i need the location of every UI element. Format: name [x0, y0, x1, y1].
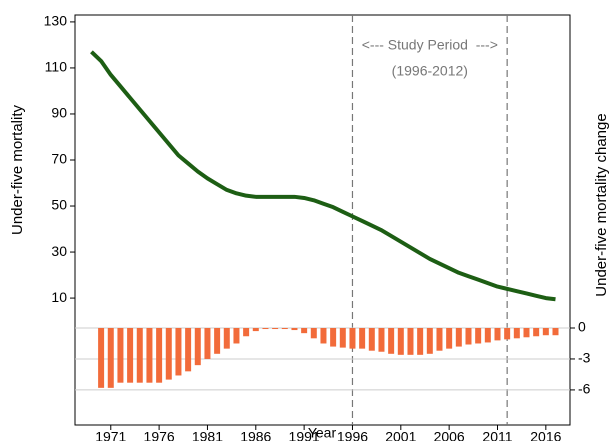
bar [146, 328, 153, 383]
x-tick-label: 2001 [385, 429, 416, 441]
bar [465, 328, 472, 345]
bar [513, 328, 520, 339]
bar [127, 328, 134, 383]
bar [368, 328, 375, 351]
bar [262, 328, 269, 330]
bar [320, 328, 327, 344]
x-tick-label: 2011 [482, 429, 512, 441]
annotation: (1996-2012) [392, 63, 468, 79]
bar [107, 328, 114, 388]
x-tick-label: 1981 [192, 429, 223, 441]
bar [475, 328, 482, 344]
x-tick-label: 1971 [95, 429, 126, 441]
bar [272, 328, 279, 330]
x-tick-label: 2006 [434, 429, 465, 441]
bar [359, 328, 366, 349]
bar [407, 328, 414, 355]
x-tick-label: 1996 [337, 429, 368, 441]
bar [98, 328, 105, 388]
y-tick-label: 90 [51, 105, 67, 121]
bar [204, 328, 211, 359]
bar [136, 328, 143, 383]
bar [117, 328, 124, 383]
bar [330, 328, 337, 347]
annotation: <--- Study Period ---> [362, 37, 498, 53]
y-tick-label: 10 [51, 289, 67, 305]
bar [542, 328, 549, 336]
bar [194, 328, 201, 366]
bar [436, 328, 443, 351]
bar [214, 328, 221, 354]
y-tick-label: 0 [578, 319, 586, 335]
bar [349, 328, 356, 349]
y-tick-label: -6 [578, 381, 591, 397]
y-tick-label: 130 [44, 13, 68, 29]
bar [156, 328, 163, 383]
y-tick-label: -3 [578, 350, 591, 366]
y-tick-label: 70 [51, 151, 67, 167]
bar [175, 328, 182, 376]
line [90, 50, 556, 302]
bar [494, 328, 501, 341]
bar [388, 328, 395, 354]
bar [301, 328, 308, 334]
bar [533, 328, 540, 337]
bar [339, 328, 346, 348]
y-axis-label: Under-five mortality [9, 104, 26, 235]
x-tick-label: 2016 [530, 429, 561, 441]
bar [446, 328, 453, 349]
bar [523, 328, 530, 338]
bar [291, 328, 298, 331]
bar [484, 328, 491, 343]
bar [223, 328, 230, 349]
bar [417, 328, 424, 355]
x-axis-label: Year [308, 425, 337, 441]
bar [397, 328, 404, 355]
bar [455, 328, 462, 347]
bar [243, 328, 250, 337]
x-tick-label: 1976 [144, 429, 175, 441]
y-tick-label: 110 [45, 59, 68, 75]
bar [504, 328, 511, 340]
bar [310, 328, 317, 339]
plot-frame [74, 14, 571, 426]
bar [252, 328, 259, 332]
bar [281, 328, 288, 330]
bar [185, 328, 192, 372]
y-axis-label: Under-five mortality change [593, 113, 610, 296]
y-tick-label: 50 [51, 197, 67, 213]
bar [552, 328, 559, 336]
bar [378, 328, 385, 352]
bar [426, 328, 433, 354]
bar [233, 328, 240, 344]
bar [165, 328, 172, 380]
y-tick-label: 30 [51, 243, 67, 259]
x-tick-label: 1986 [240, 429, 271, 441]
